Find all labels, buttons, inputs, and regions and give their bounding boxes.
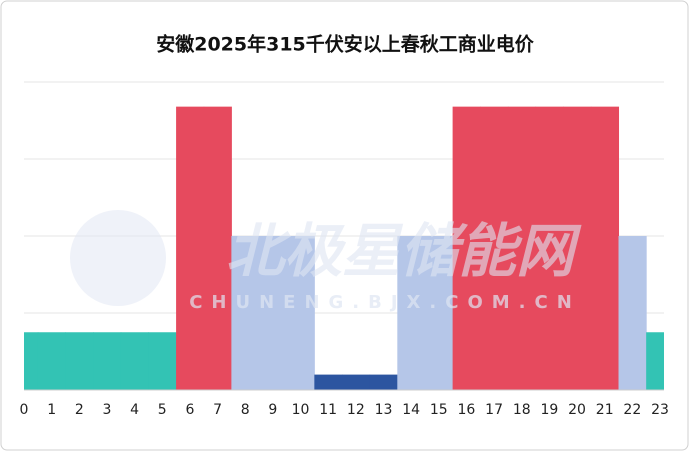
x-tick-label: 22 — [623, 402, 641, 418]
x-tick-label: 20 — [568, 402, 586, 418]
x-tick-label: 2 — [75, 402, 84, 418]
x-tick-label: 11 — [319, 402, 337, 418]
x-tick-label: 6 — [185, 402, 194, 418]
x-tick-label: 5 — [158, 402, 167, 418]
bar — [120, 332, 149, 390]
watermark-logo — [70, 210, 166, 306]
x-tick-label: 13 — [375, 402, 393, 418]
x-tick-label: 14 — [402, 402, 420, 418]
bar — [397, 236, 426, 390]
bar — [37, 332, 66, 390]
bar — [342, 374, 371, 390]
x-tick-label: 8 — [241, 402, 250, 418]
bar — [286, 236, 315, 390]
bar — [65, 332, 94, 390]
x-tick-label: 9 — [268, 402, 277, 418]
bar — [480, 106, 509, 390]
x-tick-label: 0 — [20, 402, 29, 418]
bar — [24, 332, 39, 390]
x-tick-label: 1 — [47, 402, 56, 418]
bar — [507, 106, 537, 390]
bar — [259, 236, 288, 390]
x-tick-label: 10 — [292, 402, 310, 418]
bar — [590, 106, 620, 390]
bar — [176, 106, 205, 390]
bar — [646, 332, 664, 390]
chart-title: 安徽2025年315千伏安以上春秋工商业电价 — [156, 33, 535, 56]
bar — [231, 236, 260, 390]
bar — [148, 332, 177, 390]
x-tick-label: 7 — [213, 402, 222, 418]
x-tick-label: 12 — [347, 402, 365, 418]
x-tick-label: 23 — [651, 402, 669, 418]
x-tick-label: 17 — [485, 402, 503, 418]
x-tick-label: 21 — [596, 402, 614, 418]
x-tick-label: 3 — [102, 402, 111, 418]
bar — [424, 236, 454, 390]
bar — [369, 374, 398, 390]
x-tick-label: 16 — [458, 402, 476, 418]
bar — [618, 236, 647, 390]
bar — [314, 374, 343, 390]
bar — [563, 106, 592, 390]
watermark: 北极星储能网 — [226, 217, 582, 285]
x-tick-label: 19 — [540, 402, 558, 418]
x-tick-label: 18 — [513, 402, 531, 418]
bar — [203, 106, 232, 390]
x-tick-label: 15 — [430, 402, 448, 418]
watermark-sub: CHUNENG.BJX.COM.CN — [189, 292, 581, 313]
bar — [93, 332, 122, 390]
plot-area — [24, 106, 664, 390]
bar — [535, 106, 564, 390]
x-tick-label: 4 — [130, 402, 139, 418]
bar — [452, 106, 481, 390]
